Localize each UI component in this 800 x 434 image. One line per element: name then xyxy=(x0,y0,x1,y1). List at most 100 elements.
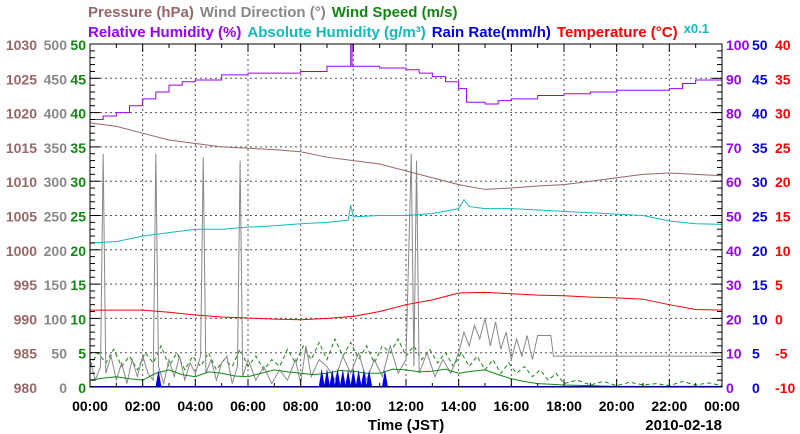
pressure-tick-label: 980 xyxy=(14,380,38,396)
rain-tick-label: 30 xyxy=(752,174,768,190)
x-tick-label: 06:00 xyxy=(230,398,266,414)
rain-tick-label: 40 xyxy=(752,106,768,122)
date-label: 2010-02-18 xyxy=(645,417,722,434)
rain-rate-bar xyxy=(318,368,325,387)
temperature-line xyxy=(90,291,723,321)
x-tick-label: 04:00 xyxy=(177,398,213,414)
wind-speed-tick-label: 50 xyxy=(70,37,86,53)
wind-direction-tick-label: 500 xyxy=(44,37,68,53)
temperature-tick-label: 20 xyxy=(775,174,791,190)
wind-direction-tick-label: 350 xyxy=(44,140,68,156)
humidity-tick-label: 90 xyxy=(726,71,742,87)
wind-speed-tick-label: 30 xyxy=(70,174,86,190)
wind-direction-tick-label: 450 xyxy=(44,71,68,87)
wind-speed-gust-line xyxy=(89,337,723,387)
legend-item: Rain Rate(mm/h) xyxy=(432,24,551,41)
x-tick-label: 10:00 xyxy=(335,398,371,414)
pressure-tick-label: 985 xyxy=(14,346,38,362)
legend-item: Wind Speed (m/s) xyxy=(332,4,458,21)
pressure-tick-label: 1030 xyxy=(6,37,37,53)
wind-direction-tick-label: 50 xyxy=(51,346,67,362)
axis-labels: 00:00 02:00 04:00 06:00 08:00 10:00 12:00 14:00… xyxy=(6,37,796,414)
wind-speed-tick-label: 0 xyxy=(78,380,86,396)
x-tick-label: 02:00 xyxy=(125,398,161,414)
x-tick-label: 20:00 xyxy=(599,398,635,414)
rain-rate-bar xyxy=(329,369,336,387)
x-tick-label: 08:00 xyxy=(283,398,319,414)
humidity-tick-label: 70 xyxy=(726,140,742,156)
rain-rate-bar xyxy=(360,369,367,387)
temperature-tick-label: -10 xyxy=(775,380,795,396)
humidity-tick-label: 10 xyxy=(726,346,742,362)
legend-item: Temperature (°C) xyxy=(557,24,678,41)
x-tick-label: 00:00 xyxy=(72,398,108,414)
absolute-humidity-line xyxy=(89,198,723,244)
legend-item: Pressure (hPa) xyxy=(88,4,194,21)
wind-speed-tick-label: 15 xyxy=(70,277,86,293)
temperature-tick-label: 25 xyxy=(775,140,791,156)
wind-speed-tick-label: 5 xyxy=(78,346,86,362)
pressure-tick-label: 1020 xyxy=(6,106,37,122)
temperature-tick-label: -5 xyxy=(775,346,788,362)
x-tick-label: 22:00 xyxy=(651,398,687,414)
rain-rate-bar xyxy=(381,369,388,387)
humidity-tick-label: 100 xyxy=(726,37,750,53)
wind-direction-tick-label: 300 xyxy=(44,174,68,190)
wind-direction-line xyxy=(89,153,722,386)
temperature-tick-label: 10 xyxy=(775,243,791,259)
legend-item: Relative Humidity (%) xyxy=(88,24,241,41)
rain-rate-bar xyxy=(350,368,357,387)
x-axis-label: Time (JST) xyxy=(368,417,444,434)
x-tick-label: 00:00 xyxy=(704,398,740,414)
wind-direction-tick-label: 150 xyxy=(44,277,68,293)
rain-rate-bar xyxy=(355,369,362,387)
humidity-tick-label: 0 xyxy=(726,380,734,396)
rain-tick-label: 35 xyxy=(752,140,768,156)
rain-rate-bar xyxy=(324,368,330,387)
humidity-tick-label: 60 xyxy=(726,174,742,190)
x-tick-label: 12:00 xyxy=(388,398,424,414)
legend: Pressure (hPa) Wind Direction (°) Wind Spe… xyxy=(88,4,709,41)
legend-item: x0.1 xyxy=(684,21,709,36)
humidity-tick-label: 80 xyxy=(726,106,742,122)
rain-tick-label: 45 xyxy=(752,71,768,87)
wind-speed-tick-label: 25 xyxy=(70,209,86,225)
wind-direction-tick-label: 400 xyxy=(44,106,68,122)
legend-item: Wind Direction (°) xyxy=(200,4,326,21)
legend-item: Absolute Humidity (g/m³) xyxy=(247,24,425,41)
humidity-tick-label: 20 xyxy=(726,311,742,327)
rain-tick-label: 5 xyxy=(752,346,760,362)
grid xyxy=(90,44,722,387)
pressure-tick-label: 1000 xyxy=(6,243,37,259)
pressure-tick-label: 1010 xyxy=(6,174,37,190)
rain-rate-bar xyxy=(155,369,162,387)
rain-tick-label: 15 xyxy=(752,277,768,293)
rain-rate-bar xyxy=(345,369,352,387)
temperature-tick-label: 0 xyxy=(775,311,783,327)
rain-tick-label: 10 xyxy=(752,311,768,327)
x-tick-label: 16:00 xyxy=(493,398,529,414)
wind-speed-tick-label: 40 xyxy=(70,106,86,122)
rain-tick-label: 20 xyxy=(752,243,768,259)
wind-direction-tick-label: 200 xyxy=(44,243,68,259)
humidity-tick-label: 40 xyxy=(726,243,742,259)
pressure-tick-label: 1005 xyxy=(6,209,37,225)
temperature-tick-label: 40 xyxy=(775,37,791,53)
humidity-tick-label: 30 xyxy=(726,277,742,293)
wind-direction-tick-label: 0 xyxy=(59,380,67,396)
wind-speed-tick-label: 20 xyxy=(70,243,86,259)
wind-speed-tick-label: 10 xyxy=(70,311,86,327)
pressure-tick-label: 990 xyxy=(14,311,38,327)
temperature-tick-label: 30 xyxy=(775,106,791,122)
axis-ticks xyxy=(89,43,723,388)
rain-tick-label: 50 xyxy=(752,37,768,53)
relative-humidity-line xyxy=(90,43,723,120)
temperature-tick-label: 15 xyxy=(775,209,791,225)
wind-direction-tick-label: 250 xyxy=(44,209,68,225)
rain-tick-label: 25 xyxy=(752,209,768,225)
pressure-tick-label: 1025 xyxy=(6,71,37,87)
pressure-tick-label: 1015 xyxy=(6,140,37,156)
humidity-tick-label: 50 xyxy=(726,209,742,225)
pressure-line xyxy=(89,122,723,190)
